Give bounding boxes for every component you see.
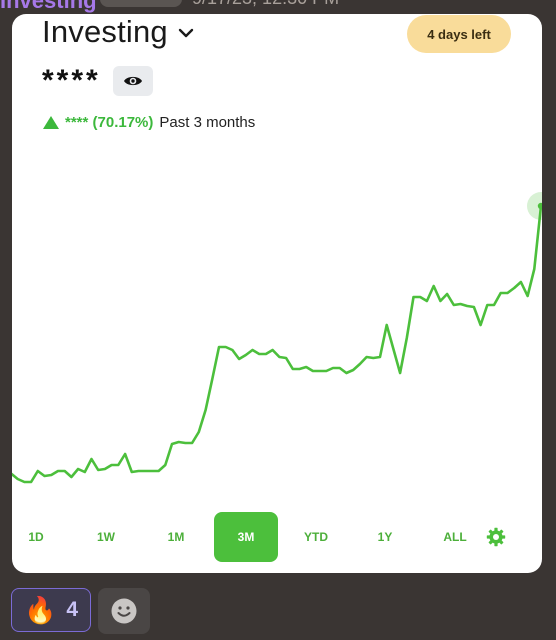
up-arrow-icon bbox=[43, 116, 59, 129]
fire-icon: 🔥 bbox=[23, 594, 57, 625]
range-tab-1m[interactable]: 1M bbox=[167, 530, 185, 544]
series-line bbox=[12, 205, 542, 484]
range-tabs: 1D 1W 1M 3M YTD 1Y ALL bbox=[12, 512, 542, 564]
account-title: Investing bbox=[42, 14, 168, 49]
range-tab-1w[interactable]: 1W bbox=[97, 530, 115, 544]
range-tab-1d[interactable]: 1D bbox=[28, 530, 44, 544]
range-tab-ytd[interactable]: YTD bbox=[304, 530, 328, 544]
investing-card: Investing 4 days left **** **** (70.17%)… bbox=[12, 14, 542, 573]
trial-badge[interactable]: 4 days left bbox=[407, 15, 511, 53]
performance-chart[interactable] bbox=[12, 164, 542, 524]
range-tab-3m[interactable]: 3M bbox=[214, 512, 278, 562]
current-point-halo bbox=[527, 192, 542, 220]
clipped-header: Investing 9/17/23, 12:30 PM bbox=[0, 0, 556, 13]
role-chip bbox=[100, 0, 182, 7]
gear-icon[interactable] bbox=[486, 527, 506, 552]
clipped-username: Investing bbox=[0, 0, 97, 13]
reaction-count: 4 bbox=[66, 598, 79, 621]
title-row[interactable]: Investing bbox=[42, 14, 194, 50]
reactions-bar: 🔥 4 bbox=[11, 588, 150, 634]
eye-icon bbox=[123, 76, 142, 86]
current-point bbox=[537, 202, 542, 210]
range-tab-all[interactable]: ALL bbox=[443, 530, 467, 544]
change-period: Past 3 months bbox=[159, 114, 256, 131]
change-value: **** (70.17%) bbox=[65, 114, 154, 131]
toggle-visibility-button[interactable] bbox=[112, 66, 153, 96]
add-reaction-button[interactable] bbox=[98, 588, 150, 634]
chevron-down-icon[interactable] bbox=[178, 25, 194, 43]
change-row: **** (70.17%) Past 3 months bbox=[43, 114, 255, 131]
fire-reaction-button[interactable]: 🔥 4 bbox=[11, 588, 91, 632]
balance-masked: **** bbox=[42, 64, 101, 97]
smiley-icon bbox=[111, 598, 137, 624]
balance-row: **** bbox=[42, 64, 153, 98]
clipped-timestamp: 9/17/23, 12:30 PM bbox=[192, 0, 339, 9]
range-tab-1y[interactable]: 1Y bbox=[377, 530, 393, 544]
